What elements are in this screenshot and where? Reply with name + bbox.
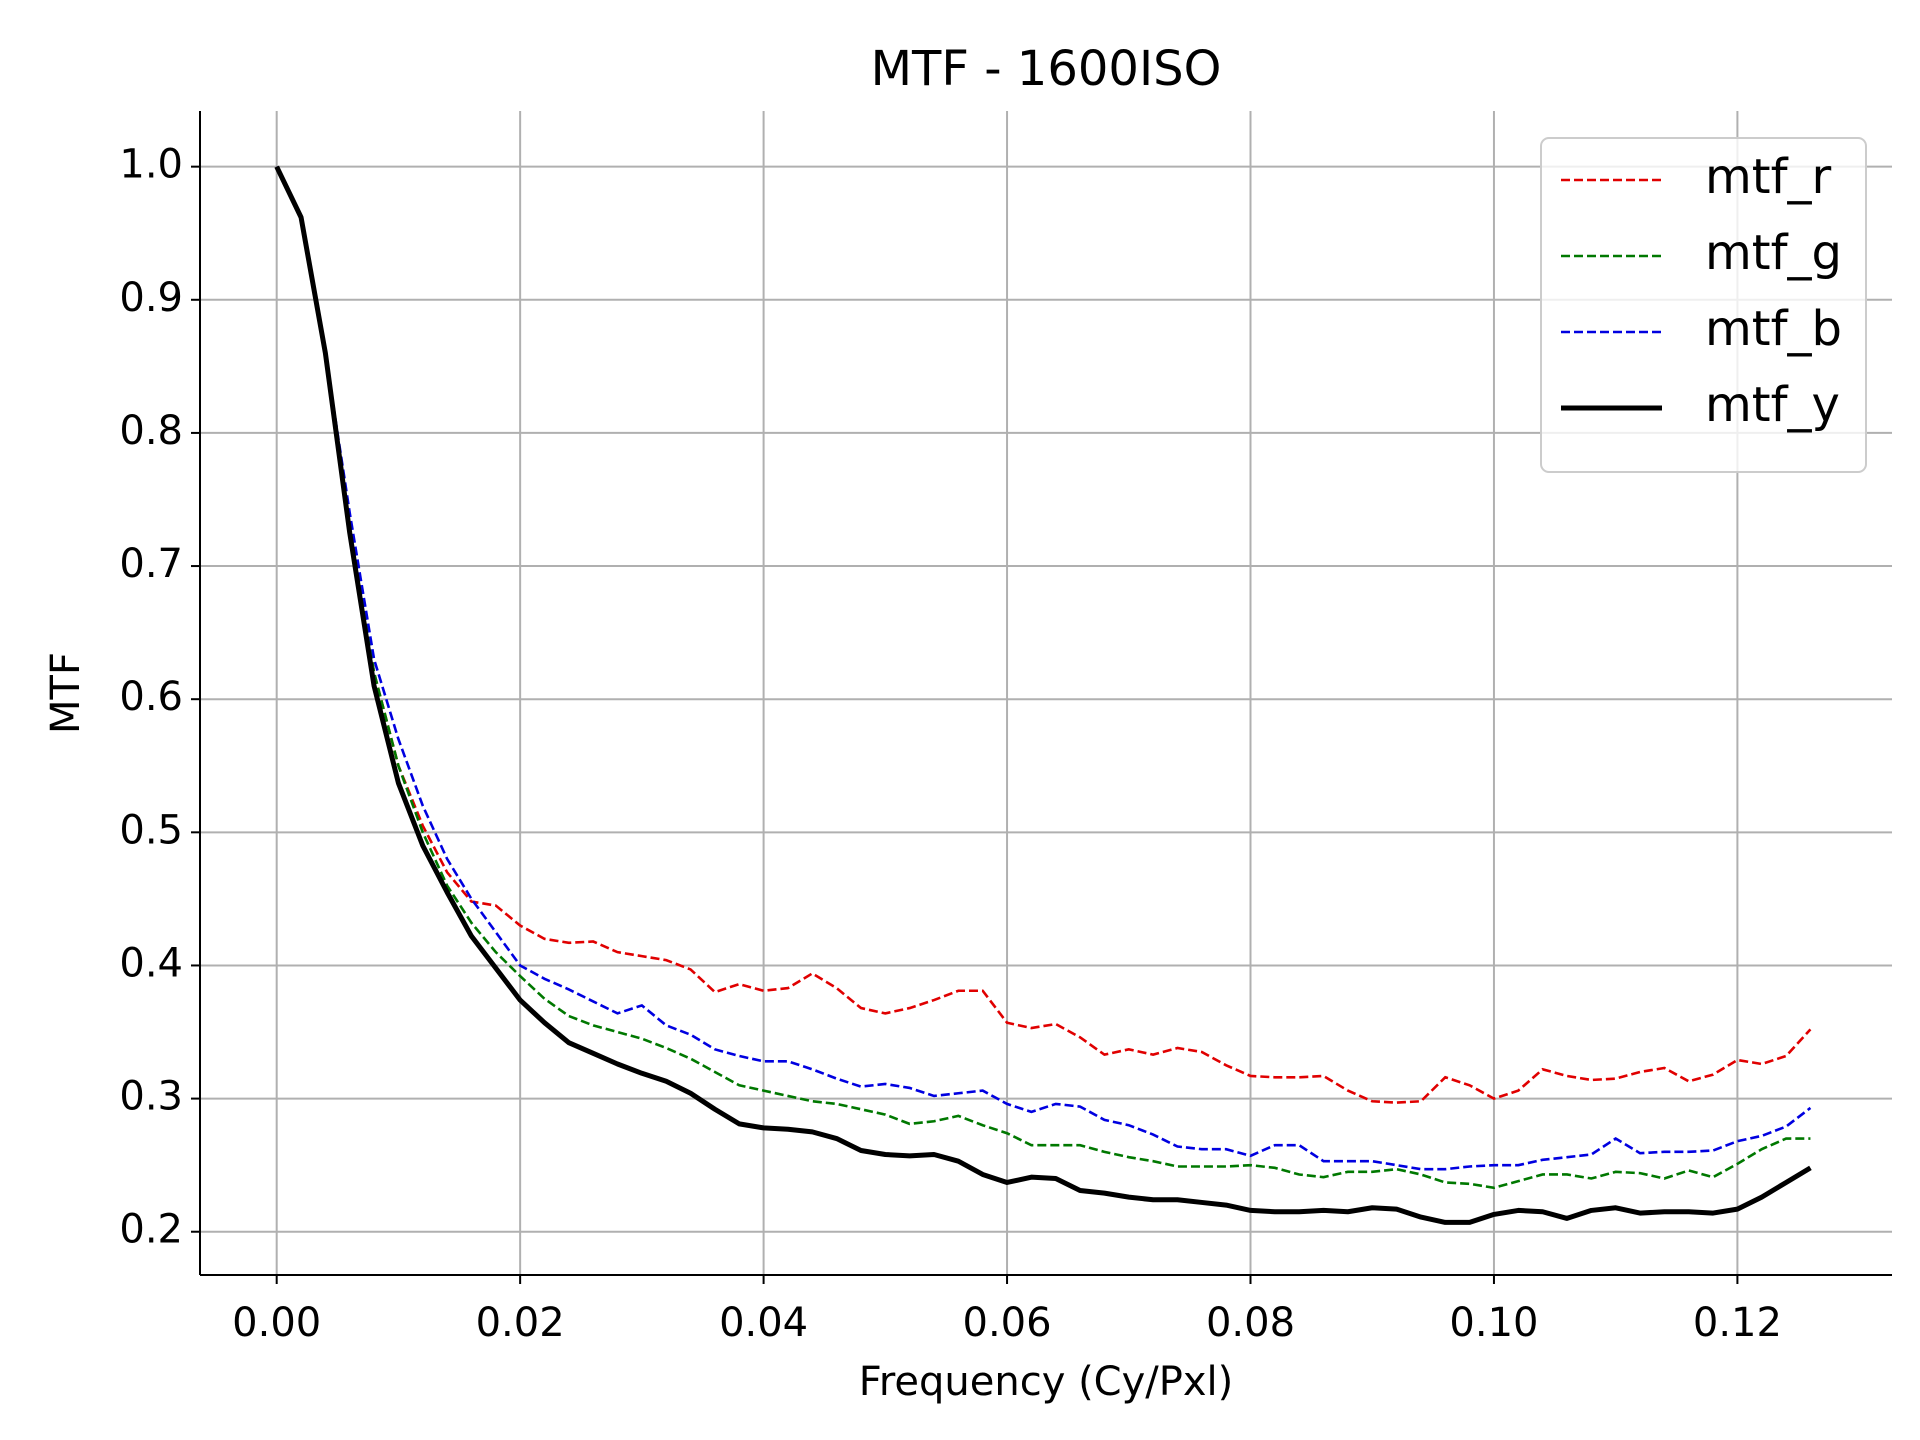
x-tick-label: 0.10 — [1449, 1300, 1538, 1346]
y-tick-label: 0.5 — [119, 807, 183, 853]
y-tick-label: 0.6 — [119, 674, 183, 720]
legend-label: mtf_r — [1705, 149, 1831, 205]
y-tick-label: 0.7 — [119, 541, 183, 587]
x-tick-label: 0.08 — [1206, 1300, 1295, 1346]
legend-box — [1540, 137, 1867, 473]
y-tick-label: 0.8 — [119, 408, 183, 454]
series-line — [275, 166, 1812, 1104]
legend-label: mtf_y — [1705, 377, 1840, 433]
series-line — [274, 165, 1812, 1225]
x-tick-label: 0.12 — [1693, 1300, 1782, 1346]
x-tick-label: 0.06 — [963, 1300, 1052, 1346]
y-tick-label: 0.2 — [119, 1207, 183, 1253]
legend-label: mtf_b — [1705, 301, 1842, 357]
x-tick-label: 0.00 — [232, 1300, 321, 1346]
x-tick-label: 0.02 — [476, 1300, 565, 1346]
y-tick-label: 0.4 — [119, 940, 183, 986]
chart-title: MTF - 1600ISO — [871, 41, 1222, 97]
y-tick-label: 0.9 — [119, 275, 183, 321]
series-line — [275, 166, 1811, 1190]
y-axis-label: MTF — [43, 652, 89, 734]
series-line — [275, 166, 1812, 1171]
x-tick-label: 0.04 — [719, 1300, 808, 1346]
legend-label: mtf_g — [1705, 225, 1842, 281]
x-axis-label: Frequency (Cy/Pxl) — [859, 1359, 1234, 1405]
y-tick-label: 0.3 — [119, 1074, 183, 1120]
legend: mtf_r mtf_g mtf_b mtf_y — [1540, 137, 1867, 473]
y-tick-label: 1.0 — [119, 142, 183, 188]
